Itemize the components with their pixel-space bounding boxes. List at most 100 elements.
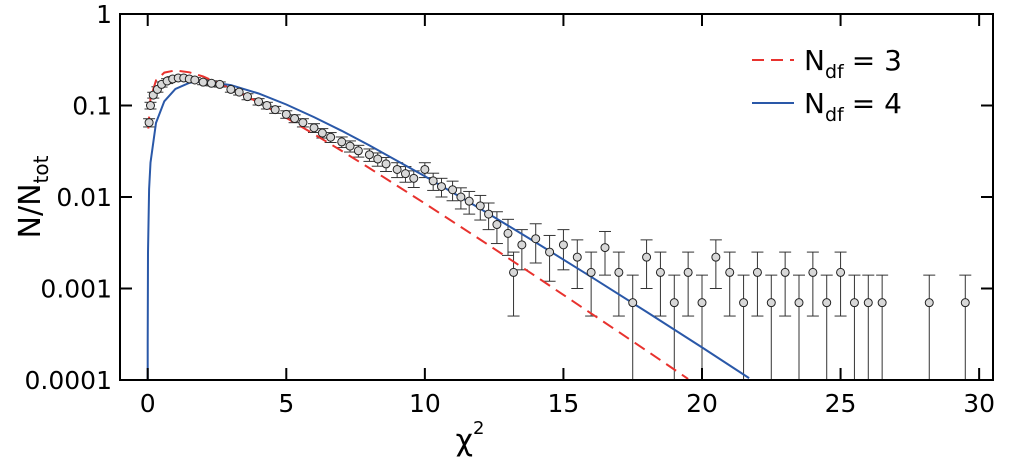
error-bar [612, 251, 625, 317]
data-point [503, 228, 513, 238]
x-tick-label: 15 [548, 389, 580, 418]
data-point [242, 92, 252, 102]
x-tick-label: 5 [278, 389, 294, 418]
data-point [309, 123, 319, 133]
data-point [484, 209, 494, 219]
data-point [198, 77, 208, 87]
data-point [190, 75, 200, 85]
data-point [392, 164, 402, 174]
x-tick-label: 0 [140, 389, 156, 418]
error-bar [640, 239, 653, 289]
legend-name: N [804, 87, 825, 120]
error-bar [876, 274, 889, 380]
data-point [509, 267, 519, 277]
error-bar [654, 251, 667, 317]
y-tick-label: 0.01 [56, 183, 112, 212]
error-bar [571, 239, 584, 289]
data-point [863, 298, 873, 308]
data-point [298, 118, 308, 128]
data-point [464, 196, 474, 206]
data-point [780, 267, 790, 277]
data-point [586, 267, 596, 277]
data-point [711, 252, 721, 262]
plot-area [143, 69, 972, 380]
data-point [337, 137, 347, 147]
x-label-text: χ [456, 423, 473, 458]
data-point [326, 132, 336, 142]
data-point [262, 101, 272, 110]
x-tick-label: 20 [686, 389, 718, 418]
x-tick-label: 25 [825, 389, 857, 418]
data-point [409, 173, 419, 183]
data-point [752, 267, 762, 277]
data-point [364, 150, 374, 160]
data-point [766, 298, 776, 308]
curve [146, 80, 750, 380]
error-bar [834, 251, 847, 317]
data-point [794, 298, 804, 308]
y-tick-label: 1 [96, 0, 112, 29]
legend-name-sub: df [825, 61, 845, 83]
legend-name: N [804, 44, 825, 77]
data-point [215, 79, 225, 89]
legend-name-rest: = 4 [852, 87, 902, 120]
data-point [428, 176, 438, 186]
data-point [270, 105, 280, 115]
y-tick-label: 0.001 [40, 275, 112, 304]
data-point [531, 234, 541, 244]
legend-label: Ndf = 4 [804, 87, 902, 126]
x-axis-label: χ2 [456, 418, 485, 458]
error-bar [626, 274, 639, 380]
error-bar [959, 274, 972, 380]
y-axis-label: N/Ntot [13, 155, 53, 238]
data-point [206, 78, 216, 88]
legend-name-rest: = 3 [852, 44, 902, 77]
data-point [353, 146, 363, 156]
data-point [226, 84, 236, 94]
data-point [558, 240, 568, 250]
x-tick-label: 30 [963, 389, 995, 418]
data-point [960, 298, 970, 308]
y-tick-label: 0.1 [72, 92, 112, 121]
error-bar [709, 239, 722, 289]
data-point [145, 101, 155, 110]
data-point [254, 97, 264, 107]
data-point [281, 109, 291, 119]
error-bar [737, 274, 750, 380]
y-label-sub: tot [29, 155, 53, 183]
data-point [345, 141, 355, 151]
x-label-sup: 2 [473, 418, 484, 439]
data-point [725, 267, 735, 277]
y-label-text: N/N [13, 183, 48, 238]
data-point [492, 220, 502, 230]
error-bar [557, 229, 570, 271]
data-point [572, 252, 582, 262]
curve [147, 69, 689, 380]
data-point [849, 298, 859, 308]
data-point [655, 267, 665, 277]
data-point [517, 240, 527, 250]
data-point [317, 128, 327, 138]
data-point [448, 185, 458, 195]
data-point [739, 298, 749, 308]
error-bar [599, 230, 611, 276]
data-point [381, 159, 391, 169]
data-point [877, 298, 887, 308]
error-bar [751, 251, 764, 317]
data-point [400, 169, 410, 179]
data-point [683, 267, 693, 277]
data-point [669, 298, 679, 308]
data-point [475, 201, 485, 211]
data-point [234, 87, 244, 97]
error-bar [765, 274, 778, 380]
data-point [924, 298, 934, 308]
error-bar [862, 274, 875, 380]
error-bar [585, 251, 598, 317]
x-tick-label: 10 [409, 389, 441, 418]
y-tick-label: 0.0001 [25, 366, 112, 395]
error-bar [806, 251, 819, 317]
data-point [697, 298, 707, 308]
error-bar [848, 274, 861, 380]
error-bar [682, 251, 695, 317]
